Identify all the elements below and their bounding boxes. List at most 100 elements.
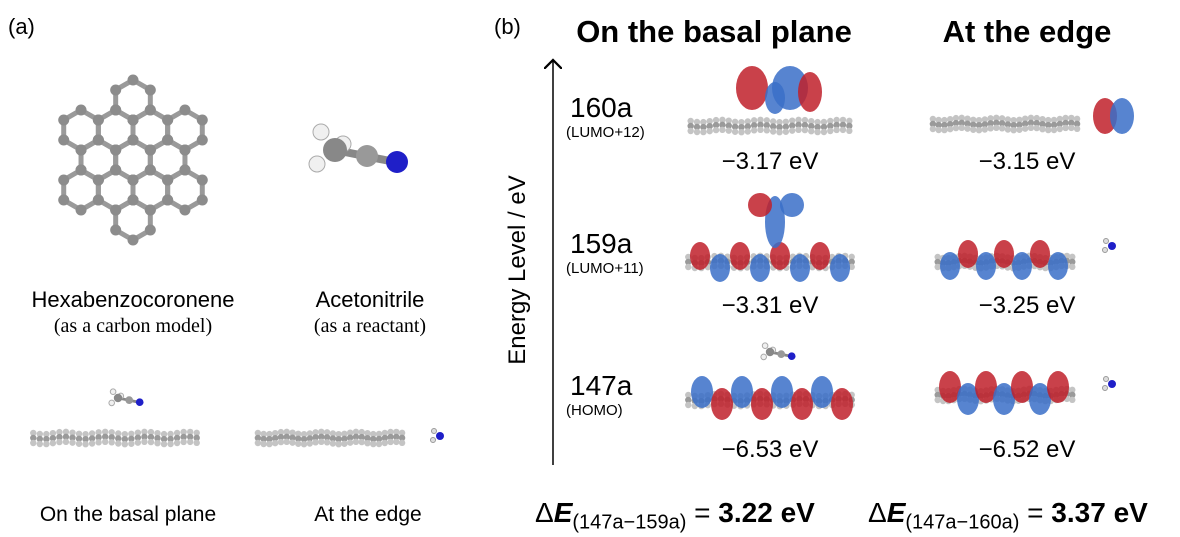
sheet-atom: [827, 128, 833, 134]
orbital-lobe: [711, 388, 733, 420]
sheet-atom: [935, 127, 941, 133]
sheet-atom: [1022, 125, 1028, 131]
acetonitrile-edge: [432, 429, 437, 434]
sheet-atom: [69, 439, 75, 445]
sheet-atom: [174, 440, 180, 446]
sheet-atom: [1069, 397, 1075, 403]
sheet-atom: [56, 439, 62, 445]
acetonitrile-small-h: [109, 400, 115, 406]
carbon: [110, 165, 121, 176]
carbon: [93, 115, 104, 126]
carbon: [58, 135, 69, 146]
carbon: [128, 75, 139, 86]
molecule-note: (as a reactant): [314, 315, 426, 338]
orbital-lobe: [811, 376, 833, 408]
sheet-atom: [934, 264, 940, 270]
orbital-lobe: [1048, 252, 1068, 280]
acetonitrile-small-h: [761, 354, 767, 360]
sheet-atom: [738, 129, 744, 135]
orbital-lobe: [736, 66, 768, 110]
sheet-atom: [840, 127, 846, 133]
carbon: [179, 145, 190, 156]
sheet-atom: [307, 440, 313, 446]
sheet-atom: [1034, 125, 1040, 131]
carbon: [197, 175, 208, 186]
carbon: [179, 105, 190, 116]
sheet-atom: [685, 264, 691, 270]
carbon: [145, 85, 156, 96]
carbon: [162, 115, 173, 126]
sheet-atom: [341, 441, 347, 447]
sheet-atom: [1074, 126, 1080, 132]
acetonitrile-small-h: [110, 389, 116, 395]
sheet-atom: [76, 441, 82, 447]
sheet-atom: [135, 439, 141, 445]
sheet-atom: [102, 439, 108, 445]
sheet-atom: [700, 129, 706, 135]
sheet-atom: [393, 439, 399, 445]
sheet-atom: [289, 439, 295, 445]
subscript: (147a−160a): [905, 512, 1019, 534]
carbon: [76, 205, 87, 216]
orbital-note: (LUMO+12): [566, 124, 645, 141]
sheet-atom: [1069, 264, 1075, 270]
sheet-atom: [1005, 126, 1011, 132]
orbital-lobe: [1012, 252, 1032, 280]
acetonitrile-small-h: [762, 343, 768, 349]
sheet-atom: [934, 397, 940, 403]
orbital-lobe: [750, 254, 770, 282]
sheet-atom: [776, 129, 782, 135]
acetonitrile-edge: [436, 432, 444, 440]
sheet-atom: [959, 125, 965, 131]
orbital-note: (LUMO+11): [566, 260, 644, 277]
gap-expression: ΔE(147a−160a) = 3.37 eV: [868, 497, 1148, 535]
orbital-lobe: [751, 388, 773, 420]
delta: Δ: [535, 497, 554, 528]
sheet-atom: [964, 125, 970, 131]
sheet-atom: [789, 127, 795, 133]
sheet-atom: [947, 126, 953, 132]
sheet-atom: [37, 441, 43, 447]
carbon: [76, 105, 87, 116]
ring: [116, 80, 151, 120]
column-header: At the edge: [943, 14, 1112, 50]
sheet-atom: [993, 125, 999, 131]
sheet-atom: [187, 439, 193, 445]
molecule-name: Acetonitrile: [316, 287, 425, 313]
energy-value: −3.17 eV: [722, 148, 819, 176]
acetonitrile-edge: [1103, 386, 1108, 391]
sheet-atom: [141, 439, 147, 445]
orbital-lobe: [810, 242, 830, 270]
orbital-lobe: [798, 72, 822, 112]
sheet-atom: [719, 127, 725, 133]
carbon: [128, 175, 139, 186]
configuration-label: At the edge: [314, 503, 421, 527]
molecule-note: (as a carbon model): [54, 315, 212, 338]
carbon: [179, 205, 190, 216]
orbital-lobe: [831, 388, 853, 420]
sheet-atom: [161, 441, 167, 447]
ring: [168, 110, 203, 150]
sheet-atom: [953, 125, 959, 131]
sheet-atom: [353, 439, 359, 445]
sheet-atom: [1062, 125, 1068, 131]
carbon: [93, 175, 104, 186]
acetonitrile-edge: [1103, 248, 1108, 253]
configuration-label: On the basal plane: [40, 503, 216, 527]
orbital-lobe: [1047, 371, 1069, 403]
orbital-lobe: [1030, 240, 1050, 268]
carbon: [58, 195, 69, 206]
orbital-lobe: [791, 388, 813, 420]
sheet-atom: [732, 129, 738, 135]
variable: E: [554, 497, 573, 528]
sheet-atom: [1010, 127, 1016, 133]
acetonitrile-edge: [1104, 239, 1109, 244]
carbon: [162, 195, 173, 206]
sheet-atom: [726, 127, 732, 133]
sheet-atom: [833, 127, 839, 133]
acetonitrile-edge: [1108, 242, 1116, 250]
carbon: [145, 165, 156, 176]
sheet-atom: [382, 440, 388, 446]
carbon: [197, 195, 208, 206]
orbital-lobe: [765, 82, 785, 114]
